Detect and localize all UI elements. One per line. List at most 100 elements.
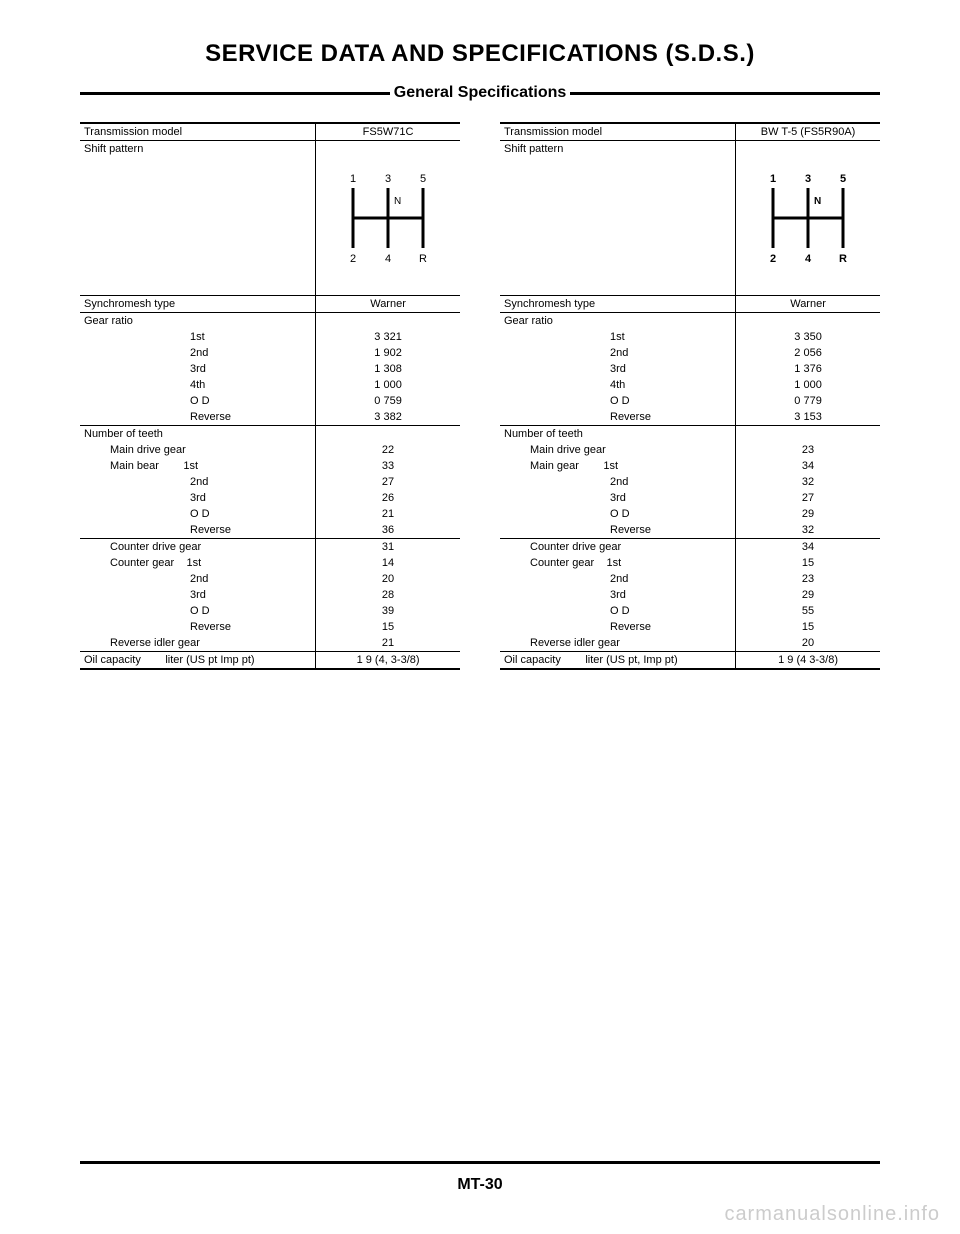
left-spec-table: Transmission model FS5W71C Shift pattern… bbox=[80, 122, 460, 674]
cg-2-v: 23 bbox=[736, 571, 880, 587]
mg-5-v: 32 bbox=[736, 522, 880, 539]
subtitle: General Specifications bbox=[390, 84, 571, 102]
gear-5: 5 bbox=[420, 173, 426, 185]
gr-3-l: 3rd bbox=[500, 361, 736, 377]
page-number: MT-30 bbox=[0, 1176, 960, 1194]
mg-3-v: 26 bbox=[316, 490, 460, 506]
gr-3-v: 1 308 bbox=[316, 361, 460, 377]
gr-2-l: 2nd bbox=[500, 345, 736, 361]
synchro-label: Synchromesh type bbox=[500, 296, 736, 313]
cg-1-v: 14 bbox=[316, 555, 460, 571]
main-gear-row: Main bear 1st bbox=[80, 458, 316, 474]
model-label: Transmission model bbox=[80, 123, 316, 141]
gear-ratio-label: Gear ratio bbox=[80, 313, 316, 330]
mg-3-v: 27 bbox=[736, 490, 880, 506]
reverse-idler-value: 20 bbox=[736, 635, 880, 652]
gear-2: 2 bbox=[770, 253, 776, 265]
gear-4: 4 bbox=[805, 253, 812, 265]
oil-label: Oil capacity bbox=[504, 654, 561, 666]
mg-2-v: 32 bbox=[736, 474, 880, 490]
reverse-idler-label: Reverse idler gear bbox=[80, 635, 316, 652]
gear-r: R bbox=[839, 253, 847, 265]
gr-6-l: Reverse bbox=[500, 409, 736, 426]
cg-3-l: 3rd bbox=[80, 587, 316, 603]
cg-4-v: 55 bbox=[736, 603, 880, 619]
cg-3-l: 3rd bbox=[500, 587, 736, 603]
cg-2-l: 2nd bbox=[500, 571, 736, 587]
counter-drive-label: Counter drive gear bbox=[500, 539, 736, 556]
counter-drive-value: 34 bbox=[736, 539, 880, 556]
mg-4-v: 29 bbox=[736, 506, 880, 522]
shift-label: Shift pattern bbox=[80, 141, 316, 296]
mg-2-l: 2nd bbox=[500, 474, 736, 490]
gr-4-v: 1 000 bbox=[736, 377, 880, 393]
gear-3: 3 bbox=[805, 173, 811, 185]
mg-4-v: 21 bbox=[316, 506, 460, 522]
rule-right bbox=[570, 92, 880, 95]
main-drive-value: 23 bbox=[736, 442, 880, 458]
counter-gear-label: Counter gear bbox=[530, 557, 594, 569]
shift-pattern-icon: 1 3 5 2 4 R N bbox=[763, 168, 853, 268]
mg-5-v: 36 bbox=[316, 522, 460, 539]
model-value: BW T-5 (FS5R90A) bbox=[736, 123, 880, 141]
gr-5-v: 0 779 bbox=[736, 393, 880, 409]
gear-4: 4 bbox=[385, 253, 391, 265]
main-drive-value: 22 bbox=[316, 442, 460, 458]
cg-5-l: Reverse bbox=[500, 619, 736, 635]
gear-3: 3 bbox=[385, 173, 391, 185]
gr-3-l: 3rd bbox=[80, 361, 316, 377]
oil-value: 1 9 (4 3-3/8) bbox=[736, 652, 880, 670]
teeth-label: Number of teeth bbox=[80, 426, 316, 443]
shift-pattern-icon: 1 3 5 2 4 R N bbox=[343, 168, 433, 268]
synchro-value: Warner bbox=[736, 296, 880, 313]
mg-2-v: 27 bbox=[316, 474, 460, 490]
reverse-idler-value: 21 bbox=[316, 635, 460, 652]
cg-1-v: 15 bbox=[736, 555, 880, 571]
cg-3-v: 28 bbox=[316, 587, 460, 603]
cg-4-l: O D bbox=[500, 603, 736, 619]
gr-4-l: 4th bbox=[80, 377, 316, 393]
gear-r: R bbox=[419, 253, 427, 265]
cg-5-l: Reverse bbox=[80, 619, 316, 635]
mg-4-l: O D bbox=[500, 506, 736, 522]
gr-2-v: 1 902 bbox=[316, 345, 460, 361]
gr-1-l: 1st bbox=[80, 329, 316, 345]
gear-2: 2 bbox=[350, 253, 356, 265]
oil-row: Oil capacity liter (US pt, Imp pt) bbox=[500, 652, 736, 670]
gear-n: N bbox=[814, 196, 821, 207]
synchro-value: Warner bbox=[316, 296, 460, 313]
synchro-label: Synchromesh type bbox=[80, 296, 316, 313]
right-spec-table: Transmission model BW T-5 (FS5R90A) Shif… bbox=[500, 122, 880, 674]
cg-2-l: 2nd bbox=[80, 571, 316, 587]
oil-row: Oil capacity liter (US pt Imp pt) bbox=[80, 652, 316, 670]
gr-6-l: Reverse bbox=[80, 409, 316, 426]
gr-2-v: 2 056 bbox=[736, 345, 880, 361]
mg-3-l: 3rd bbox=[80, 490, 316, 506]
rule-left bbox=[80, 92, 390, 95]
mg-1-v: 33 bbox=[316, 458, 460, 474]
gr-5-v: 0 759 bbox=[316, 393, 460, 409]
mg-4-l: O D bbox=[80, 506, 316, 522]
gr-1-l: 1st bbox=[500, 329, 736, 345]
gear-1: 1 bbox=[770, 173, 776, 185]
cg-1-l: 1st bbox=[186, 557, 201, 569]
gr-2-l: 2nd bbox=[80, 345, 316, 361]
mg-1-v: 34 bbox=[736, 458, 880, 474]
counter-drive-value: 31 bbox=[316, 539, 460, 556]
oil-unit: liter (US pt, Imp pt) bbox=[585, 654, 677, 666]
mg-5-l: Reverse bbox=[500, 522, 736, 539]
oil-label: Oil capacity bbox=[84, 654, 141, 666]
gr-6-v: 3 153 bbox=[736, 409, 880, 426]
gear-n: N bbox=[394, 196, 401, 207]
gr-6-v: 3 382 bbox=[316, 409, 460, 426]
bottom-rule bbox=[80, 1161, 880, 1164]
counter-drive-label: Counter drive gear bbox=[80, 539, 316, 556]
gr-5-l: O D bbox=[80, 393, 316, 409]
gear-ratio-label: Gear ratio bbox=[500, 313, 736, 330]
mg-1-l: 1st bbox=[603, 460, 618, 472]
oil-value: 1 9 (4, 3-3/8) bbox=[316, 652, 460, 670]
gr-5-l: O D bbox=[500, 393, 736, 409]
reverse-idler-label: Reverse idler gear bbox=[500, 635, 736, 652]
oil-unit: liter (US pt Imp pt) bbox=[165, 654, 254, 666]
main-gear-label: Main gear bbox=[530, 460, 579, 472]
